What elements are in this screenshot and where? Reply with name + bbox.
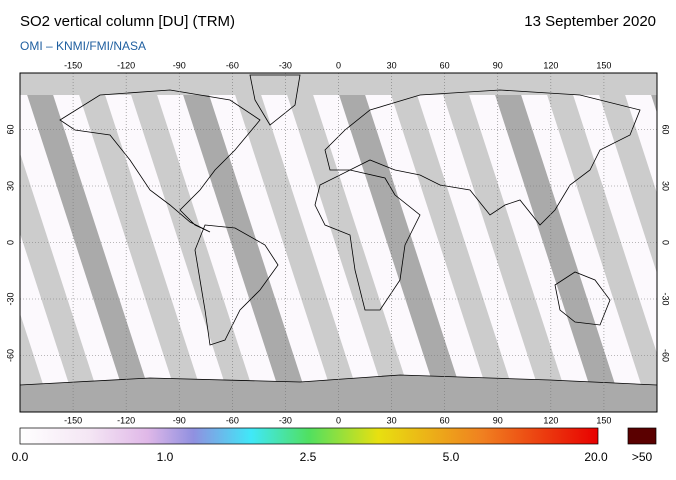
coastline [59, 89, 261, 233]
lat-tick-label: 60 [661, 124, 671, 134]
swath [176, 73, 312, 412]
coastline [314, 169, 421, 311]
colorbar-overflow [627, 427, 657, 445]
lon-tick-label: -120 [117, 415, 135, 425]
credit: OMI – KNMI/FMI/NASA [20, 39, 146, 53]
swath [592, 73, 657, 274]
map-frame [19, 72, 658, 413]
coastline [249, 74, 301, 126]
date: 13 September 2020 [524, 13, 656, 30]
lon-tick-label: 30 [387, 415, 397, 425]
lon-tick-label: -60 [226, 60, 239, 70]
lon-tick-label: -90 [173, 60, 186, 70]
colorbar-label: 0.0 [12, 450, 29, 464]
lat-tick-label: -30 [5, 292, 15, 305]
lon-tick-label: -120 [117, 60, 135, 70]
lon-tick-label: 150 [596, 415, 611, 425]
lon-tick-label: -90 [173, 415, 186, 425]
lon-tick-label: -150 [64, 415, 82, 425]
map [20, 73, 657, 412]
colorbar-label: 20.0 [584, 450, 608, 464]
coastline [324, 89, 641, 226]
antarctica [20, 374, 657, 412]
lon-tick-label: -60 [226, 415, 239, 425]
colorbar [19, 427, 599, 445]
lon-tick-label: 150 [596, 60, 611, 70]
swath [20, 73, 156, 412]
lon-tick-label: -30 [279, 60, 292, 70]
title: SO2 vertical column [DU] (TRM) [20, 13, 235, 30]
lat-tick-label: 30 [5, 181, 15, 191]
lon-tick-label: 120 [543, 60, 558, 70]
lat-tick-label: 0 [661, 240, 671, 245]
lat-tick-label: -30 [661, 292, 671, 305]
lat-tick-label: 60 [5, 124, 15, 134]
lat-tick-label: -60 [661, 349, 671, 362]
swath [488, 73, 624, 412]
lon-tick-label: 0 [336, 415, 341, 425]
polar-band [20, 73, 657, 95]
lon-tick-label: 30 [387, 60, 397, 70]
swath [540, 73, 657, 412]
swath [332, 73, 468, 412]
lon-tick-label: 60 [440, 60, 450, 70]
swath [20, 153, 104, 412]
lon-tick-label: 90 [493, 60, 503, 70]
lat-tick-label: 0 [5, 240, 15, 245]
colorbar-overflow-label: >50 [632, 450, 653, 464]
colorbar-label: 5.0 [443, 450, 460, 464]
colorbar-label: 1.0 [157, 450, 174, 464]
coastline [554, 271, 611, 326]
lon-tick-label: -30 [279, 415, 292, 425]
lat-tick-label: 30 [661, 181, 671, 191]
lon-tick-label: 60 [440, 415, 450, 425]
colorbar-label: 2.5 [300, 450, 317, 464]
lon-tick-label: 120 [543, 415, 558, 425]
lon-tick-label: -150 [64, 60, 82, 70]
lon-tick-label: 90 [493, 415, 503, 425]
lat-tick-label: -60 [5, 349, 15, 362]
lon-tick-label: 0 [336, 60, 341, 70]
